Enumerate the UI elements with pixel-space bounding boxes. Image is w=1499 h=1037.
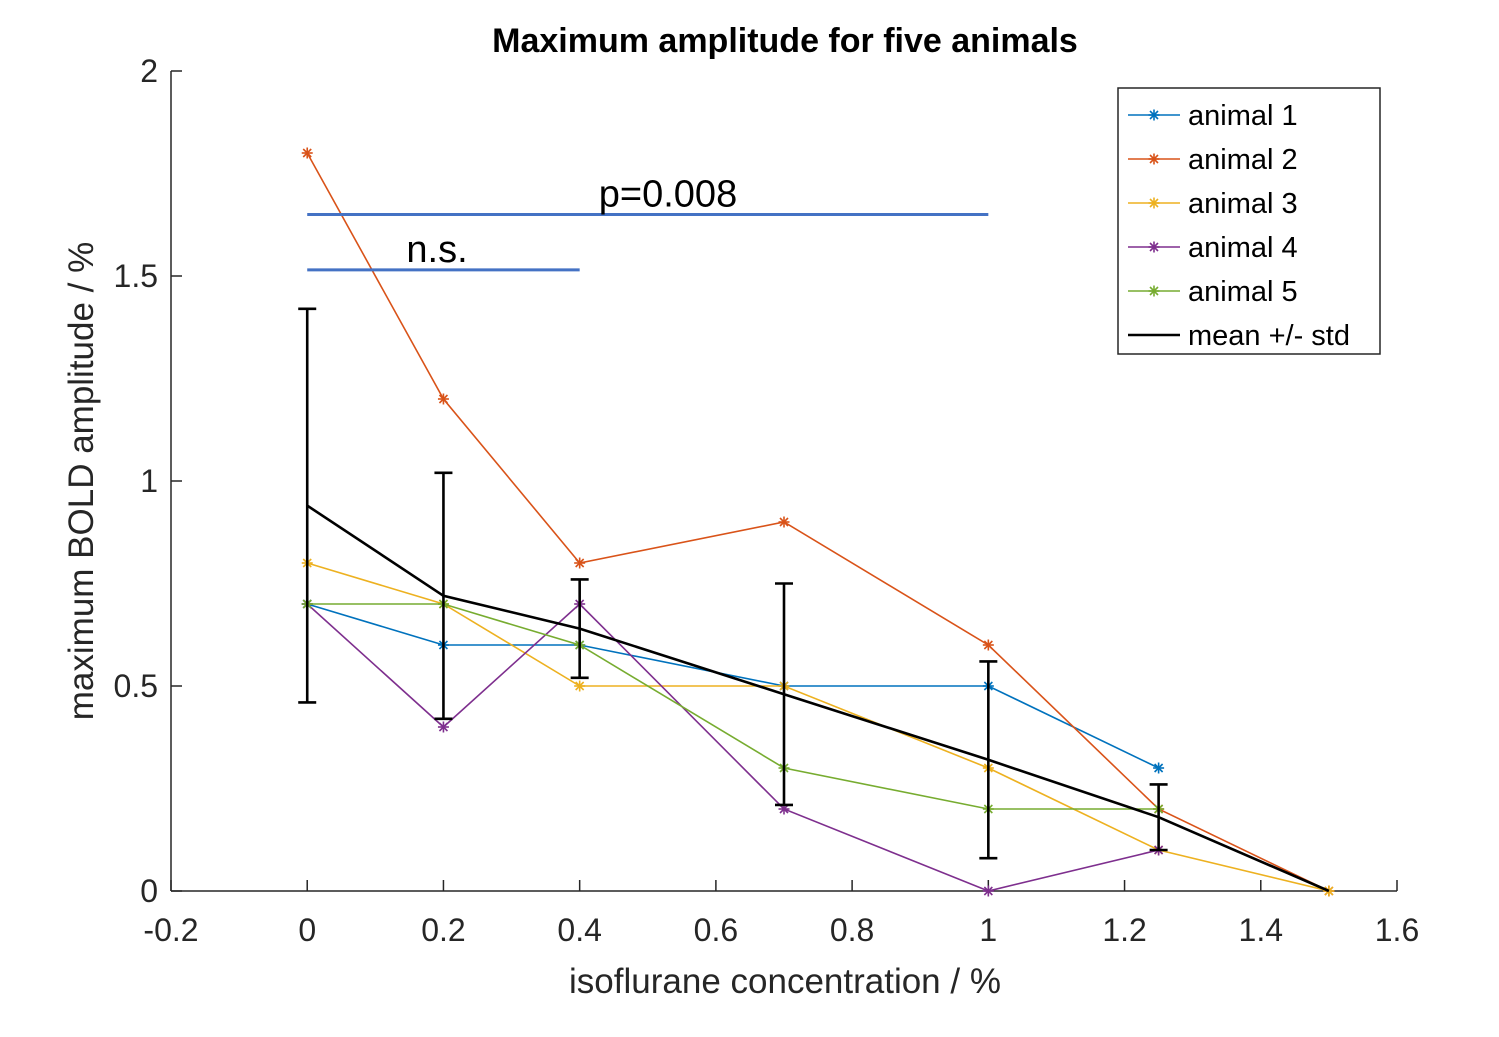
marker-stroke xyxy=(1149,198,1159,208)
legend-item: animal 2 xyxy=(1128,144,1298,176)
significance-annotations: p=0.008 n.s. xyxy=(307,174,989,272)
legend-marker xyxy=(1148,109,1160,121)
series-line xyxy=(307,603,1159,810)
legend-label: animal 5 xyxy=(1188,276,1298,308)
marker-stroke xyxy=(438,394,449,404)
y-tick-label: 1 xyxy=(140,463,158,499)
marker-stroke xyxy=(438,722,449,732)
marker-stroke xyxy=(1149,242,1159,252)
x-tick-label: 0.2 xyxy=(421,912,465,948)
data-point xyxy=(778,803,790,815)
marker-stroke xyxy=(575,558,585,568)
legend-marker xyxy=(1148,153,1160,165)
y-tick-label: 0.5 xyxy=(114,668,158,704)
significance-label: n.s. xyxy=(406,229,467,271)
y-tick-label: 2 xyxy=(140,53,158,89)
legend: animal 1 animal 2 animal 3 animal 4 animal 5… xyxy=(1117,87,1381,355)
x-tick-label: -0.2 xyxy=(143,912,198,948)
data-point xyxy=(982,639,994,651)
data-point xyxy=(301,147,313,159)
legend-label: animal 4 xyxy=(1188,232,1298,264)
x-axis-label: isoflurane concentration / % xyxy=(569,962,1001,1001)
error-bar xyxy=(979,660,998,860)
significance-label: p=0.008 xyxy=(599,174,737,216)
legend-label: mean +/- std xyxy=(1188,320,1350,352)
marker-stroke xyxy=(779,517,789,527)
x-tick-label: 0.8 xyxy=(830,912,874,948)
data-point xyxy=(437,393,449,405)
data-point xyxy=(574,557,586,569)
error-bar xyxy=(298,307,317,704)
marker-stroke xyxy=(575,681,585,691)
series-mean xyxy=(298,307,1330,893)
legend-item: mean +/- std xyxy=(1128,320,1350,352)
legend-box xyxy=(1117,87,1381,355)
axis-ticks: -0.2 0 0.2 0.4 0.6 0.8 1 1.2 1.4 1.600.511.52 xyxy=(114,53,1420,948)
x-tick-label: 1.4 xyxy=(1239,912,1283,948)
x-tick-label: 1 xyxy=(979,912,997,948)
error-bar xyxy=(570,578,589,680)
marker-stroke xyxy=(983,886,993,896)
x-tick-label: 0.4 xyxy=(557,912,601,948)
data-point xyxy=(437,721,449,733)
marker-stroke xyxy=(779,804,789,814)
y-tick-label: 0 xyxy=(140,873,158,909)
x-tick-label: 1.6 xyxy=(1375,912,1419,948)
legend-label: animal 1 xyxy=(1188,100,1298,132)
legend-item: animal 4 xyxy=(1128,232,1298,264)
legend-item: animal 3 xyxy=(1128,188,1298,220)
y-axis-label: maximum BOLD amplitude / % xyxy=(62,242,101,720)
error-bar xyxy=(1149,783,1168,852)
series-line xyxy=(306,603,1159,769)
data-point xyxy=(1153,762,1165,774)
legend-marker xyxy=(1148,197,1160,209)
x-tick-label: 0 xyxy=(298,912,316,948)
legend-marker xyxy=(1148,241,1160,253)
y-tick-label: 1.5 xyxy=(114,258,158,294)
marker-stroke xyxy=(1149,110,1159,120)
chart-title: Maximum amplitude for five animals xyxy=(492,22,1078,60)
data-point xyxy=(982,885,994,897)
legend-label: animal 3 xyxy=(1188,188,1298,220)
x-tick-label: 1.2 xyxy=(1102,912,1146,948)
marker-stroke xyxy=(983,640,993,650)
marker-stroke xyxy=(302,148,312,158)
error-bar xyxy=(434,471,453,721)
marker-stroke xyxy=(1149,286,1159,296)
data-point xyxy=(574,680,586,692)
legend-marker xyxy=(1148,285,1160,297)
data-point xyxy=(778,516,790,528)
marker-stroke xyxy=(1154,763,1164,773)
error-bar xyxy=(775,582,793,807)
legend-label: animal 2 xyxy=(1188,144,1298,176)
marker-stroke xyxy=(1149,154,1159,164)
plot-area xyxy=(298,147,1335,897)
x-tick-label: 0.6 xyxy=(694,912,738,948)
legend-item: animal 5 xyxy=(1128,276,1298,308)
legend-item: animal 1 xyxy=(1128,100,1298,132)
